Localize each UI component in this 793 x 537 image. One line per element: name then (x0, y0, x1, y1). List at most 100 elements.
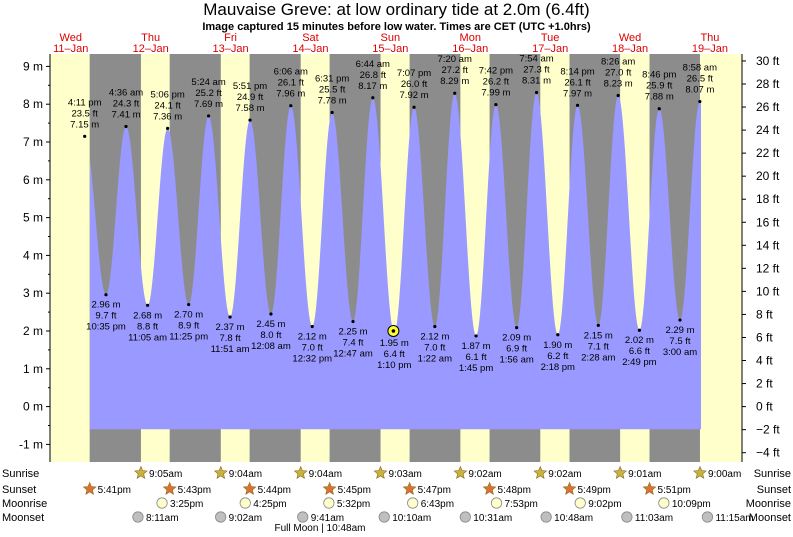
sunrise-row-label-left: Sunrise (2, 468, 39, 480)
high-tide-time: 5:24 am (191, 77, 225, 88)
sunset-time: 5:51pm (658, 485, 691, 496)
tide-point (83, 134, 87, 138)
high-tide-m: 7.41 m (111, 110, 140, 121)
high-tide-time: 8:14 pm (560, 66, 594, 77)
high-tide-m: 7.15 m (70, 119, 99, 130)
sunrise-star-icon (293, 465, 308, 479)
tide-point (698, 99, 702, 104)
high-tide-m: 8.23 m (604, 79, 633, 90)
right-tick-label: 14 ft (756, 238, 780, 252)
low-tide-ft: 7.0 ft (302, 342, 323, 353)
moonrise-moon-icon (407, 497, 419, 509)
sunrise-time: 9:02am (548, 469, 581, 480)
tide-point (433, 324, 437, 329)
low-tide-ft: 7.4 ft (342, 338, 363, 349)
high-tide-ft: 26.1 ft (564, 77, 591, 88)
low-tide-time: 1:22 am (418, 353, 452, 364)
sun-moon-events: Sunrise Sunrise 9:05am 9:04am 9:04am 9:03am 9:… (2, 465, 791, 534)
sunset-time: 5:43pm (178, 485, 211, 496)
sunrise-star-icon (213, 465, 228, 479)
chart-subtitle: Image captured 15 minutes before low wat… (202, 21, 591, 33)
low-tide-ft: 7.5 ft (669, 336, 690, 347)
right-tick-label: 16 ft (756, 215, 780, 229)
sunset-time: 5:45pm (338, 485, 371, 496)
day-date-label: 13–Jan (213, 43, 249, 55)
sunset-star-icon (562, 481, 577, 495)
day-date-label: 12–Jan (133, 43, 169, 55)
tide-point (351, 319, 355, 324)
tide-point (637, 328, 642, 332)
low-tide-ft: 6.1 ft (466, 352, 487, 363)
sunrise-time: 9:04am (229, 469, 262, 480)
sunrise-star-icon (453, 465, 468, 479)
low-tide-m: 2.37 m (216, 322, 245, 333)
tide-point (556, 333, 560, 337)
low-tide-m: 2.12 m (420, 331, 449, 342)
low-tide-m: 2.70 m (174, 310, 203, 321)
moonrise-time: 9:02pm (588, 499, 621, 510)
sunset-time: 5:48pm (498, 485, 531, 496)
left-tick-label: 9 m (23, 59, 43, 73)
moonrise-row-label-right: Moonrise (746, 498, 791, 510)
moonset-time: 10:10am (392, 513, 431, 524)
tide-point (289, 104, 293, 108)
low-tide-m: 1.87 m (462, 341, 491, 352)
moonset-moon-icon (621, 511, 633, 523)
right-tick-label: 28 ft (756, 77, 780, 91)
tide-point (124, 124, 128, 129)
moonrise-moon-icon (156, 497, 168, 509)
moonset-moon-icon (540, 511, 552, 523)
right-tick-label: 18 ft (756, 192, 780, 206)
tide-area (90, 92, 701, 430)
high-tide-ft: 27.3 ft (523, 64, 550, 75)
high-tide-ft: 25.9 ft (646, 81, 673, 92)
sunrise-star-icon (533, 465, 548, 479)
day-weekday-label: Wed (619, 32, 641, 44)
sunrise-star-icon (693, 465, 707, 479)
low-tide-ft: 8.8 ft (137, 321, 158, 332)
current-tide-marker-dot (391, 329, 396, 333)
low-tide-time: 2:49 pm (622, 357, 656, 368)
high-tide-ft: 26.5 ft (687, 74, 714, 85)
sunset-row-label-right: Sunset (757, 484, 791, 496)
tide-point (515, 325, 519, 330)
high-tide-ft: 25.5 ft (319, 85, 346, 96)
high-tide-time: 8:46 pm (642, 70, 676, 81)
high-tide-ft: 26.2 ft (483, 77, 510, 88)
high-tide-ft: 27.2 ft (442, 65, 469, 76)
moonrise-moon-icon (239, 497, 251, 509)
low-tide-time: 10:35 pm (86, 322, 126, 333)
moonrise-moon-icon (490, 497, 503, 509)
left-tick-label: -1 m (19, 437, 43, 451)
tide-point (412, 105, 416, 109)
right-tick-label: −2 ft (756, 423, 780, 437)
day-weekday-label: Sun (381, 32, 401, 44)
right-tick-label: 0 ft (756, 400, 773, 414)
high-tide-m: 7.92 m (400, 90, 429, 101)
sunset-star-icon (162, 481, 177, 495)
moonrise-time: 10:09pm (672, 499, 711, 510)
axes: -1 m 0 m 1 m 2 m 3 m 4 m 5 m 6 m 7 m 8 m 9 m −4 ft −… (19, 54, 780, 462)
low-tide-m: 2.12 m (298, 331, 327, 342)
sunset-time: 5:41pm (98, 485, 131, 496)
low-tide-ft: 6.4 ft (384, 349, 405, 360)
sunrise-time: 9:05am (149, 469, 182, 480)
day-weekday-label: Sat (302, 32, 319, 44)
day-weekday-label: Fri (224, 32, 237, 44)
low-tide-m: 1.90 m (543, 340, 572, 351)
high-tide-time: 4:11 pm (68, 97, 102, 108)
tide-point (678, 318, 682, 322)
moonset-moon-icon (215, 511, 227, 523)
high-tide-m: 7.88 m (645, 92, 674, 103)
low-tide-m: 2.29 m (665, 325, 694, 336)
high-tide-m: 8.07 m (685, 85, 714, 96)
tide-point (657, 107, 661, 111)
left-tick-label: 3 m (23, 286, 43, 300)
high-tide-ft: 24.3 ft (113, 99, 140, 110)
low-tide-m: 2.02 m (625, 335, 654, 346)
tide-point (248, 118, 252, 122)
low-tide-time: 12:08 am (251, 341, 291, 352)
moonset-time: 11:15am (715, 513, 753, 524)
high-tide-ft: 24.9 ft (237, 92, 264, 103)
